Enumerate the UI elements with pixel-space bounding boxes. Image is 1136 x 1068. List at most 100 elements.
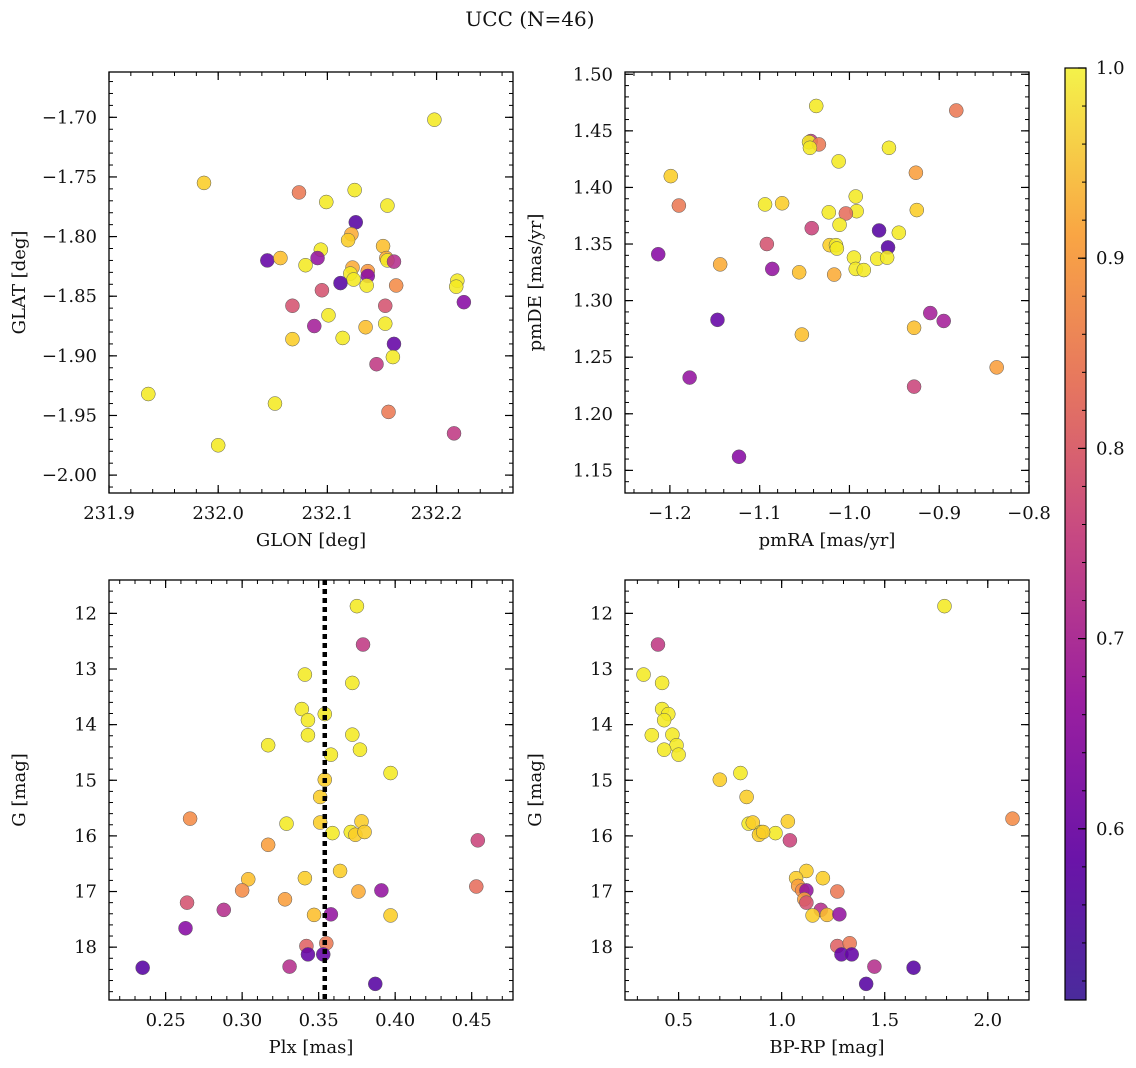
y-tick-label: 17 (74, 882, 97, 903)
scatter-point (345, 727, 360, 742)
scatter-point (196, 175, 212, 191)
scatter-point (906, 379, 922, 394)
scatter-point (821, 205, 837, 220)
y-tick-label: −1.80 (42, 227, 97, 248)
scatter-point (427, 112, 442, 127)
x-tick-label: 1.5 (870, 1010, 899, 1031)
scatter-point (745, 815, 761, 830)
scatter-point (355, 637, 371, 652)
x-tick-label: 2.0 (973, 1010, 1002, 1031)
colorbar-tick-label: 0.6 (1096, 819, 1125, 840)
y-tick-label: 1.25 (573, 347, 613, 368)
scatter-point (733, 765, 748, 781)
x-tick-label: 0.5 (664, 1010, 693, 1031)
scatter-point (141, 386, 156, 402)
scatter-points (636, 598, 1020, 992)
scatter-point (654, 675, 670, 691)
y-tick-label: 13 (590, 659, 613, 680)
scatter-point (267, 396, 283, 411)
y-tick-label: 12 (590, 603, 613, 624)
scatter-point (285, 331, 300, 347)
panel-bprp-g: 0.5 1.0 1.5 2.0 12 13 14 15 16 17 18 BP-RP [mag] G [… (525, 579, 1030, 1058)
scatter-point (671, 198, 687, 213)
scatter-point (755, 824, 771, 840)
scatter-point (808, 98, 824, 114)
y-axis-label: G [mag] (9, 753, 30, 826)
y-tick-label: −1.90 (42, 346, 97, 367)
scatter-point (764, 261, 780, 277)
y-tick-label: 18 (74, 937, 97, 958)
scatter-point (332, 863, 348, 879)
scatter-point (891, 225, 907, 240)
scatter-point (663, 168, 679, 184)
x-tick-label: −0.8 (1007, 503, 1051, 524)
scatter-point (906, 960, 921, 975)
y-tick-label: 1.40 (573, 177, 613, 198)
scatter-point (448, 279, 464, 294)
scatter-point (829, 241, 845, 256)
scatter-point (799, 895, 814, 910)
scatter-point (1005, 811, 1020, 826)
scatter-point (314, 283, 330, 298)
scatter-point (279, 816, 294, 831)
y-tick-label: 14 (590, 715, 613, 736)
minor-ticks (109, 579, 513, 1000)
scatter-point (307, 318, 322, 334)
scatter-point (791, 265, 807, 280)
axes-frame (108, 71, 514, 494)
scatter-point (359, 278, 374, 293)
scatter-point (273, 250, 288, 266)
scatter-point (826, 267, 842, 282)
x-tick-label: 1.0 (767, 1010, 796, 1031)
scatter-point (636, 667, 651, 682)
scatter-point (446, 426, 462, 441)
scatter-point (335, 330, 350, 346)
x-tick-label: −1.1 (738, 503, 782, 524)
y-axis-label: pmDE [mas/yr] (525, 214, 546, 352)
scatter-point (388, 278, 404, 293)
scatter-point (285, 298, 300, 314)
scatter-point (799, 863, 814, 879)
scatter-point (357, 824, 372, 840)
scatter-point (333, 275, 348, 291)
panel-pmra-pmde: −1.2 −1.1 −1.0 −0.9 −0.8 1.15 1.20 1.25 1.30 1.35… (525, 64, 1051, 551)
scatter-point (178, 920, 193, 936)
y-tick-label: 17 (590, 882, 613, 903)
scatter-point (319, 194, 334, 210)
scatter-point (352, 742, 368, 757)
scatter-point (210, 438, 226, 453)
scatter-point (844, 947, 859, 962)
scatter-point (456, 294, 472, 310)
y-tick-label: −2.00 (42, 465, 97, 486)
scatter-point (906, 320, 922, 336)
scatter-point (234, 883, 250, 898)
scatter-point (325, 825, 340, 841)
scatter-point (832, 907, 847, 922)
colorbar-tick-label: 0.9 (1096, 248, 1125, 269)
scatter-point (297, 667, 313, 682)
scatter-point (349, 598, 365, 614)
y-tick-label: 14 (74, 715, 97, 736)
scatter-point (182, 811, 198, 826)
scatter-point (949, 103, 964, 118)
scatter-point (909, 202, 925, 218)
y-tick-label: −1.85 (42, 286, 97, 307)
x-tick-label: 231.9 (83, 503, 135, 524)
x-tick-label: 232.2 (411, 503, 463, 524)
scatter-point (345, 675, 360, 691)
scatter-point (386, 254, 402, 269)
scatter-point (340, 232, 356, 248)
scatter-point (879, 250, 895, 265)
scatter-point (377, 316, 393, 331)
scatter-point (989, 360, 1004, 375)
scatter-points (135, 598, 486, 992)
x-tick-label: −0.9 (917, 503, 961, 524)
y-tick-label: −1.95 (42, 405, 97, 426)
scatter-point (908, 165, 924, 180)
x-axis-label: BP-RP [mag] (769, 1037, 884, 1058)
minor-ticks (625, 579, 1030, 1000)
scatter-point (774, 196, 790, 211)
minor-ticks (625, 72, 1030, 494)
